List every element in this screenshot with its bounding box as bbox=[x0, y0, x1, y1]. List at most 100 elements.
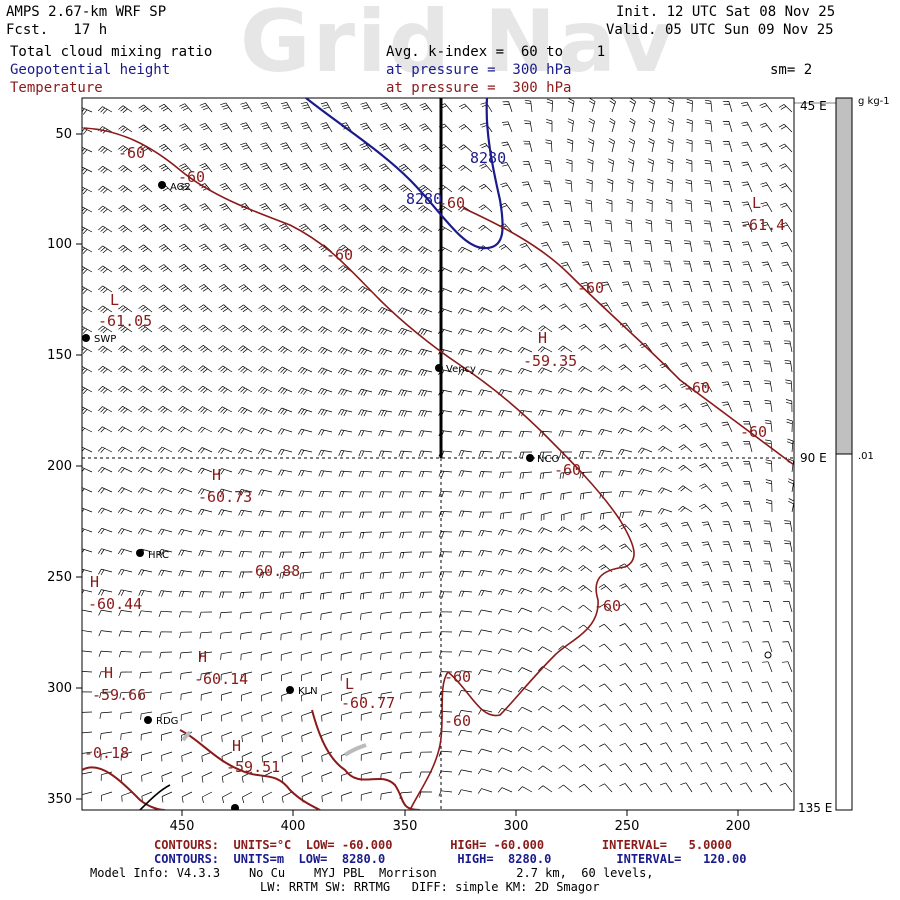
wind-barb bbox=[379, 511, 393, 518]
wind-barb bbox=[118, 610, 133, 617]
wind-barb bbox=[378, 430, 393, 437]
wind-barb bbox=[117, 466, 133, 474]
wind-barb bbox=[380, 671, 393, 680]
station-dot-hrc bbox=[136, 549, 144, 557]
value-l-10: -61.4 bbox=[740, 216, 785, 234]
field-geopotential: Geopotential height bbox=[10, 62, 171, 78]
wind-barb bbox=[578, 585, 593, 593]
wind-barb bbox=[458, 185, 473, 193]
wind-barb bbox=[566, 159, 573, 173]
wind-barb bbox=[379, 531, 393, 539]
wind-barb bbox=[318, 490, 333, 498]
wind-barb bbox=[785, 399, 793, 413]
wind-barb bbox=[608, 138, 615, 153]
wind-barb bbox=[637, 447, 653, 454]
wind-barb bbox=[82, 326, 93, 334]
mark-h-2: H bbox=[212, 466, 221, 484]
wind-barb bbox=[97, 446, 113, 453]
wind-barb bbox=[198, 488, 213, 495]
wind-barb bbox=[558, 764, 573, 773]
station-kln: KLN bbox=[298, 686, 318, 697]
wind-barb bbox=[418, 164, 433, 173]
wind-barb bbox=[297, 346, 313, 355]
wind-barb bbox=[578, 704, 593, 713]
wind-barb bbox=[218, 304, 233, 313]
wind-barb bbox=[158, 284, 173, 293]
wind-barb bbox=[239, 203, 253, 213]
wind-barb bbox=[686, 118, 693, 133]
station-rdg: RDG bbox=[156, 716, 178, 727]
wind-barb bbox=[179, 163, 193, 173]
wind-barb bbox=[258, 448, 273, 455]
wind-barb bbox=[118, 265, 133, 273]
wind-barb bbox=[783, 560, 793, 573]
wind-barb bbox=[261, 671, 273, 681]
wind-barb bbox=[658, 445, 673, 453]
wind-barb bbox=[158, 549, 173, 556]
wind-barb bbox=[598, 643, 613, 653]
wind-barb bbox=[478, 204, 493, 213]
wind-barb bbox=[319, 162, 333, 173]
wind-barb bbox=[277, 407, 293, 416]
wind-barb bbox=[360, 102, 373, 113]
wind-barb bbox=[497, 787, 513, 793]
wind-barb bbox=[702, 301, 713, 313]
wind-barb bbox=[82, 487, 93, 493]
wind-barb bbox=[721, 381, 733, 393]
wind-barb bbox=[82, 791, 93, 796]
wind-barb bbox=[704, 200, 713, 213]
wind-barb bbox=[457, 308, 473, 315]
wind-barb bbox=[221, 691, 233, 701]
wind-barb bbox=[358, 388, 373, 396]
wind-barb bbox=[418, 491, 433, 498]
value-h-6: -59.66 bbox=[92, 686, 146, 704]
wind-barb bbox=[279, 203, 293, 213]
label-t-5: -60 bbox=[577, 279, 604, 297]
wind-barb bbox=[338, 470, 353, 477]
wind-barb bbox=[702, 281, 713, 293]
wind-barb bbox=[760, 742, 773, 753]
wind-barb bbox=[279, 162, 293, 173]
wind-barb bbox=[418, 409, 433, 417]
wind-barb bbox=[537, 705, 553, 713]
wind-barb bbox=[281, 671, 293, 682]
wind-barb bbox=[682, 301, 693, 313]
wind-barb bbox=[560, 491, 573, 500]
wind-barb bbox=[278, 264, 293, 273]
wind-barb bbox=[278, 490, 293, 497]
wind-barb bbox=[180, 691, 193, 701]
wind-barb bbox=[557, 566, 573, 573]
wind-barb bbox=[609, 118, 616, 133]
wind-barb bbox=[418, 348, 433, 356]
wind-barb bbox=[763, 560, 773, 573]
wind-barb bbox=[619, 722, 633, 733]
wind-barb bbox=[257, 386, 273, 395]
wind-barb bbox=[619, 583, 633, 593]
wind-barb bbox=[778, 123, 793, 133]
wind-barb bbox=[517, 326, 533, 333]
wind-barb bbox=[118, 205, 133, 213]
wind-barb bbox=[337, 367, 353, 376]
wind-barb bbox=[98, 386, 113, 394]
wind-barb bbox=[117, 426, 133, 433]
wind-barb bbox=[120, 751, 133, 761]
wind-barb bbox=[318, 264, 333, 273]
wind-barb bbox=[201, 771, 213, 783]
wind-barb bbox=[82, 226, 93, 235]
wind-barb bbox=[722, 321, 733, 333]
wind-barb bbox=[198, 508, 213, 516]
wind-barb bbox=[740, 782, 753, 793]
wind-barb bbox=[542, 201, 553, 213]
wind-barb bbox=[320, 142, 333, 153]
wind-barb bbox=[743, 481, 753, 493]
wind-barb bbox=[477, 286, 493, 293]
value-h-2: -60.73 bbox=[198, 488, 252, 506]
wind-barb bbox=[779, 782, 793, 793]
wind-barb bbox=[82, 386, 93, 394]
wind-barb bbox=[138, 405, 153, 414]
wind-barb bbox=[580, 491, 593, 500]
wind-barb bbox=[517, 346, 533, 354]
wind-barb bbox=[765, 499, 773, 513]
wind-barb bbox=[479, 511, 493, 518]
wind-barb bbox=[199, 611, 213, 619]
